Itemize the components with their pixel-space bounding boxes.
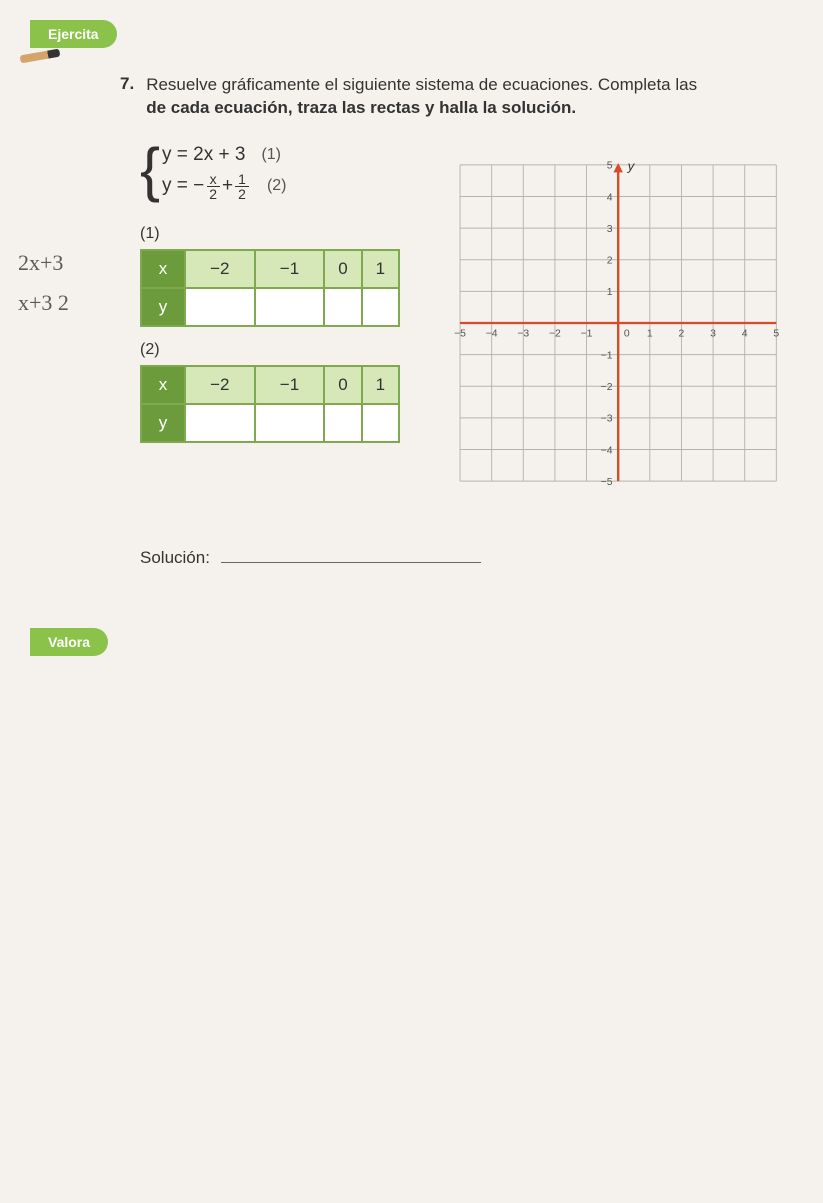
- equation-2-frac2: 1 2: [235, 172, 249, 201]
- question-line-1: Resuelve gráficamente el siguiente siste…: [146, 75, 697, 94]
- svg-text:−3: −3: [517, 328, 529, 339]
- svg-text:−4: −4: [600, 445, 612, 456]
- table-cell: −2: [185, 250, 255, 288]
- svg-text:5: 5: [606, 161, 612, 172]
- question-number: 7.: [120, 74, 134, 94]
- handwriting-2: x+3 2: [18, 290, 69, 316]
- table-cell: 0: [324, 250, 361, 288]
- svg-text:5: 5: [773, 328, 779, 339]
- svg-text:1: 1: [606, 287, 612, 298]
- table-cell-blank[interactable]: [185, 288, 255, 326]
- table-cell-blank[interactable]: [362, 288, 399, 326]
- value-table-2: x −2 −1 0 1 y: [140, 365, 400, 443]
- pencil-icon: [20, 49, 61, 64]
- svg-text:3: 3: [606, 224, 612, 235]
- table-cell: 1: [362, 250, 399, 288]
- equation-system: { y = 2x + 3 (1) y = − x 2 + 1 2: [140, 144, 415, 201]
- svg-text:y: y: [626, 158, 635, 173]
- handwriting-1: 2x+3: [18, 250, 63, 276]
- solution-line: Solución:: [140, 548, 793, 568]
- value-table-1: x −2 −1 0 1 y: [140, 249, 400, 327]
- solution-blank[interactable]: [221, 562, 481, 563]
- table-2-label: (2): [140, 341, 415, 359]
- svg-text:−4: −4: [485, 328, 497, 339]
- table-cell: 0: [324, 366, 361, 404]
- table-cell-blank[interactable]: [255, 404, 325, 442]
- question-text: Resuelve gráficamente el siguiente siste…: [146, 74, 697, 120]
- table-cell-blank[interactable]: [324, 288, 361, 326]
- brace-icon: {: [140, 140, 160, 200]
- equation-1-label: (1): [261, 146, 281, 164]
- svg-text:−5: −5: [454, 328, 466, 339]
- table-2-x-header: x: [141, 366, 185, 404]
- table-cell: −2: [185, 366, 255, 404]
- table-cell-blank[interactable]: [255, 288, 325, 326]
- svg-text:−2: −2: [600, 382, 612, 393]
- coordinate-grid: −5 −4 −3 −2 −1 0 1 2 3 4 5 −5 −4 −3 −2 −1 1 2 3 4 5 y: [443, 138, 793, 508]
- table-cell-blank[interactable]: [324, 404, 361, 442]
- svg-text:4: 4: [606, 192, 612, 203]
- question-line-2: de cada ecuación, traza las rectas y hal…: [146, 98, 576, 117]
- equation-1: y = 2x + 3: [162, 144, 245, 166]
- table-2-y-header: y: [141, 404, 185, 442]
- table-cell: 1: [362, 366, 399, 404]
- svg-text:2: 2: [606, 255, 612, 266]
- valora-tab: Valora: [30, 628, 108, 656]
- question-block: 7. Resuelve gráficamente el siguiente si…: [120, 74, 793, 120]
- svg-text:3: 3: [710, 328, 716, 339]
- equation-2-mid: +: [222, 175, 233, 197]
- table-cell-blank[interactable]: [185, 404, 255, 442]
- svg-text:−2: −2: [549, 328, 561, 339]
- svg-text:0: 0: [623, 328, 629, 339]
- table-1-x-header: x: [141, 250, 185, 288]
- svg-text:−5: −5: [600, 477, 612, 488]
- svg-text:−1: −1: [600, 350, 612, 361]
- table-1-label: (1): [140, 225, 415, 243]
- table-cell-blank[interactable]: [362, 404, 399, 442]
- solution-label: Solución:: [140, 548, 210, 567]
- ejercita-tab: Ejercita: [30, 20, 117, 48]
- svg-text:−1: −1: [580, 328, 592, 339]
- equation-2-frac1: x 2: [206, 172, 220, 201]
- svg-text:4: 4: [741, 328, 747, 339]
- svg-text:2: 2: [678, 328, 684, 339]
- svg-text:−3: −3: [600, 414, 612, 425]
- table-cell: −1: [255, 250, 325, 288]
- equation-2-prefix: y = −: [162, 175, 204, 197]
- table-cell: −1: [255, 366, 325, 404]
- equation-2-label: (2): [267, 177, 287, 195]
- svg-text:1: 1: [647, 328, 653, 339]
- table-1-y-header: y: [141, 288, 185, 326]
